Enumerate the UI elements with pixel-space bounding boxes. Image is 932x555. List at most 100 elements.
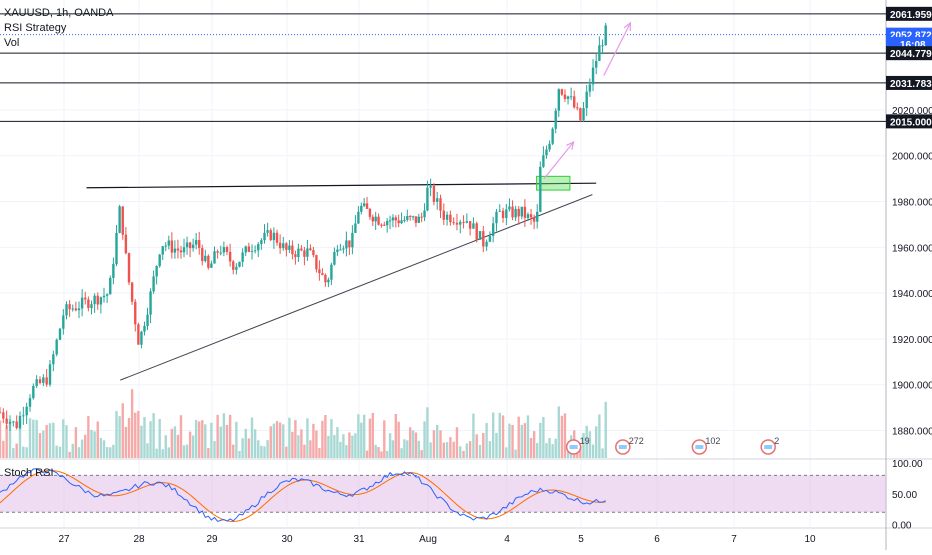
- candle-body: [306, 248, 309, 257]
- time-tick-label: 30: [281, 534, 293, 545]
- candle-body: [38, 379, 42, 383]
- candle-body: [241, 252, 244, 262]
- candle-body: [12, 421, 15, 423]
- candle-body: [161, 246, 164, 255]
- candle-body: [539, 166, 542, 212]
- price-label-text: 16:08: [900, 40, 926, 51]
- volume-bar: [161, 449, 164, 458]
- volume-bar: [354, 433, 357, 458]
- volume-bar: [62, 419, 65, 458]
- candle-body: [228, 251, 232, 262]
- candle-body: [442, 210, 445, 220]
- volume-bar: [394, 413, 397, 458]
- candle-body: [204, 255, 207, 262]
- candle-body: [253, 250, 257, 252]
- volume-bar: [557, 406, 560, 458]
- economic-event-marker: 272: [615, 436, 644, 455]
- volume-bar: [225, 424, 229, 458]
- volume-bar: [598, 414, 601, 458]
- volume-bar: [275, 421, 279, 458]
- candle-body: [523, 206, 527, 218]
- volume-bar: [173, 426, 177, 458]
- candle-body: [351, 232, 354, 248]
- volume-bar: [228, 414, 232, 458]
- volume-bar: [155, 448, 158, 458]
- volume-bar: [130, 389, 134, 458]
- volume-bar: [170, 428, 174, 458]
- flag-icon-stripe: [569, 445, 578, 449]
- volume-bar: [585, 425, 588, 458]
- candle-body: [414, 216, 418, 223]
- volume-bar: [182, 445, 186, 458]
- volume-bar: [207, 448, 210, 458]
- candle-body: [362, 203, 366, 206]
- stoch-rsi-label[interactable]: Stoch RSI: [4, 467, 54, 479]
- candle-body: [511, 206, 514, 218]
- indicator-volume[interactable]: Vol: [4, 37, 20, 49]
- volume-bar: [532, 431, 536, 458]
- volume-bar: [68, 451, 71, 458]
- volume-bar: [436, 424, 439, 458]
- candle-body: [501, 210, 505, 219]
- volume-bar: [2, 440, 5, 458]
- volume-bar: [403, 439, 406, 458]
- candle-body: [475, 223, 478, 240]
- candle-body: [179, 250, 183, 253]
- volume-bar: [241, 438, 244, 458]
- volume-bar: [554, 438, 557, 458]
- candle-body: [219, 252, 222, 254]
- candle-body: [257, 244, 260, 251]
- candle-body: [173, 248, 177, 253]
- volume-bar: [498, 412, 501, 458]
- indicator-rsi-strategy[interactable]: RSI Strategy: [4, 22, 67, 34]
- price-label-text: 2061.959: [890, 10, 932, 21]
- price-tick-label: 2000.000: [892, 152, 932, 163]
- candle-body: [194, 240, 198, 245]
- price-tick-label: 1880.000: [892, 427, 932, 438]
- arrow-head: [566, 140, 575, 150]
- candle-body: [377, 216, 380, 225]
- candle-body: [102, 295, 106, 298]
- candle-body: [432, 185, 436, 202]
- candle-body: [514, 208, 517, 218]
- candle-body: [170, 240, 174, 253]
- candle-body: [263, 232, 266, 241]
- volume-bar: [514, 449, 517, 458]
- candle-body: [77, 308, 81, 311]
- volume-bar: [288, 417, 291, 458]
- volume-bar: [324, 415, 327, 458]
- volume-bar: [432, 430, 436, 458]
- volume-bar: [511, 425, 514, 458]
- projection-arrow: [543, 141, 575, 179]
- volume-bar: [482, 432, 485, 458]
- time-tick-label: 10: [804, 534, 816, 545]
- volume-bar: [198, 421, 201, 458]
- event-count: 2: [774, 436, 779, 446]
- stoch-tick-label: 50.00: [892, 490, 917, 501]
- candle-body: [112, 264, 115, 279]
- candle-body: [532, 217, 536, 222]
- volume-bar: [414, 432, 418, 458]
- volume-bar: [385, 451, 389, 458]
- candle-body: [517, 208, 520, 217]
- stoch-k-line: [0, 468, 606, 523]
- volume-bar: [58, 446, 62, 458]
- volume-bar: [351, 435, 354, 458]
- price-tick-label: 1920.000: [892, 335, 932, 346]
- stoch-band: [0, 475, 886, 513]
- candle-body: [127, 253, 131, 283]
- volume-bar: [48, 423, 52, 458]
- volume-bar: [164, 435, 167, 458]
- candle-body: [406, 215, 409, 220]
- volume-bar: [579, 446, 582, 458]
- candle-body: [84, 297, 87, 300]
- candle-body: [327, 279, 330, 283]
- candle-body: [155, 266, 158, 277]
- volume-bar: [294, 420, 297, 458]
- symbol-line[interactable]: XAUUSD, 1h, OANDA: [4, 7, 114, 19]
- volume-bar: [32, 419, 35, 458]
- volume-bar: [146, 443, 149, 458]
- volume-bar: [96, 421, 99, 458]
